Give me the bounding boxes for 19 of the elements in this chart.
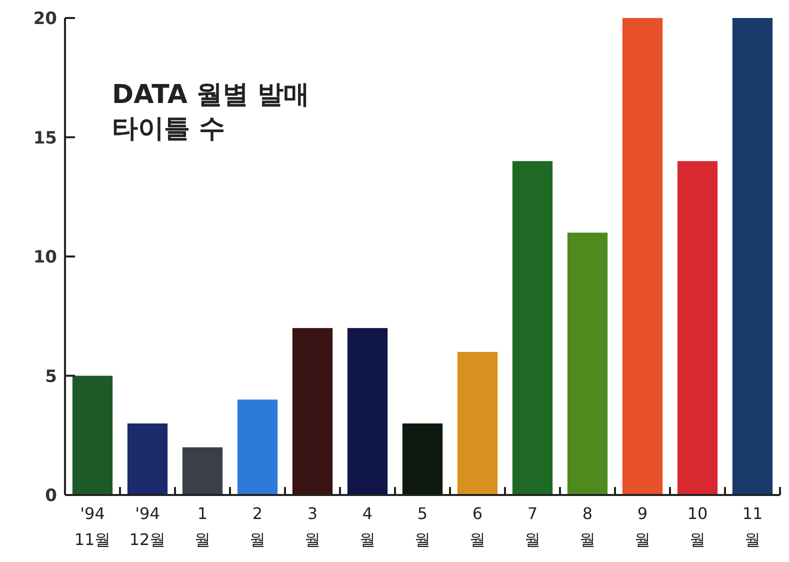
x-tick-label: '94 11월 (74, 504, 111, 549)
x-tick-label: 11 월 (742, 504, 763, 549)
x-tick-label: 4 월 (360, 504, 376, 549)
x-tick-label: 2 월 (250, 504, 266, 549)
y-tick-label: 5 (45, 366, 57, 387)
x-tick-label: 9 월 (634, 504, 650, 549)
y-tick-label: 20 (33, 9, 58, 29)
x-tick-label: 10 월 (687, 504, 708, 549)
x-tick-label: 1 월 (194, 504, 210, 549)
y-tick-label: 15 (33, 128, 57, 148)
y-tick-label: 10 (33, 248, 58, 268)
y-tick-label: 0 (45, 486, 58, 506)
x-tick-label: 5 월 (414, 504, 430, 549)
x-tick-label: 6 월 (470, 504, 486, 549)
x-tick-label: '94 12월 (129, 504, 166, 549)
text: DATA 월별 발매 타이틀 수 (112, 80, 310, 144)
x-tick-label: 8 월 (580, 504, 596, 549)
x-tick-label: 3 월 (304, 504, 320, 549)
x-tick-label: 7 월 (524, 504, 540, 549)
